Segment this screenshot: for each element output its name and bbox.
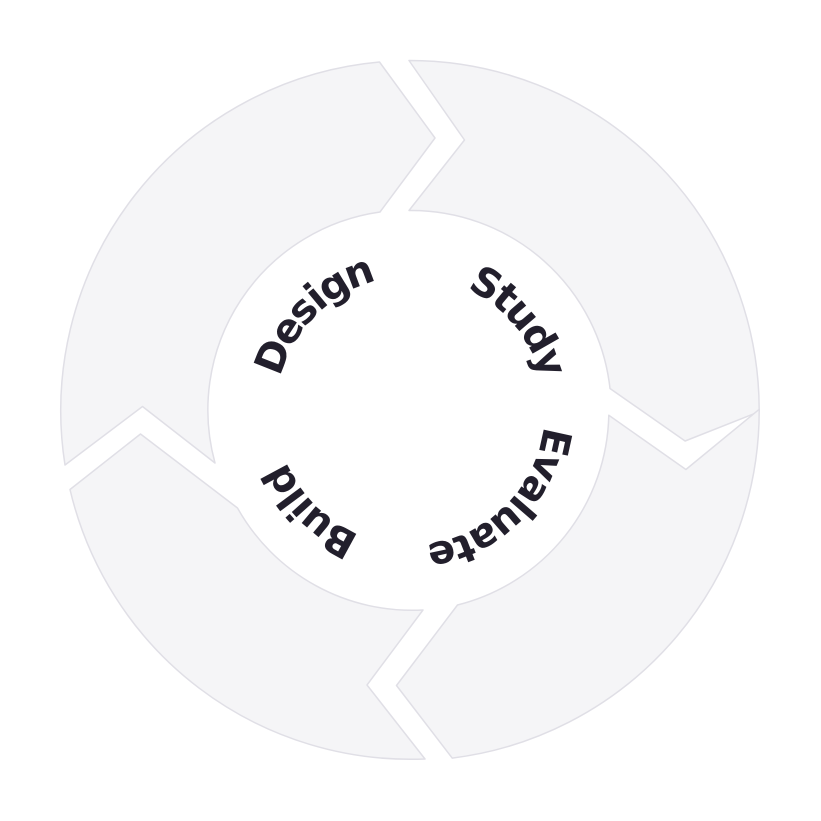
segment-build-shape (69, 433, 426, 761)
svg-text:Build: Build (254, 457, 365, 567)
segment-build: Build (69, 433, 426, 761)
segment-evaluate-shape (60, 61, 436, 466)
segment-study: Study (408, 59, 760, 442)
segment-study-shape (408, 59, 760, 442)
segment-design-shape (395, 408, 760, 759)
stage-label-build: Build (254, 457, 365, 567)
